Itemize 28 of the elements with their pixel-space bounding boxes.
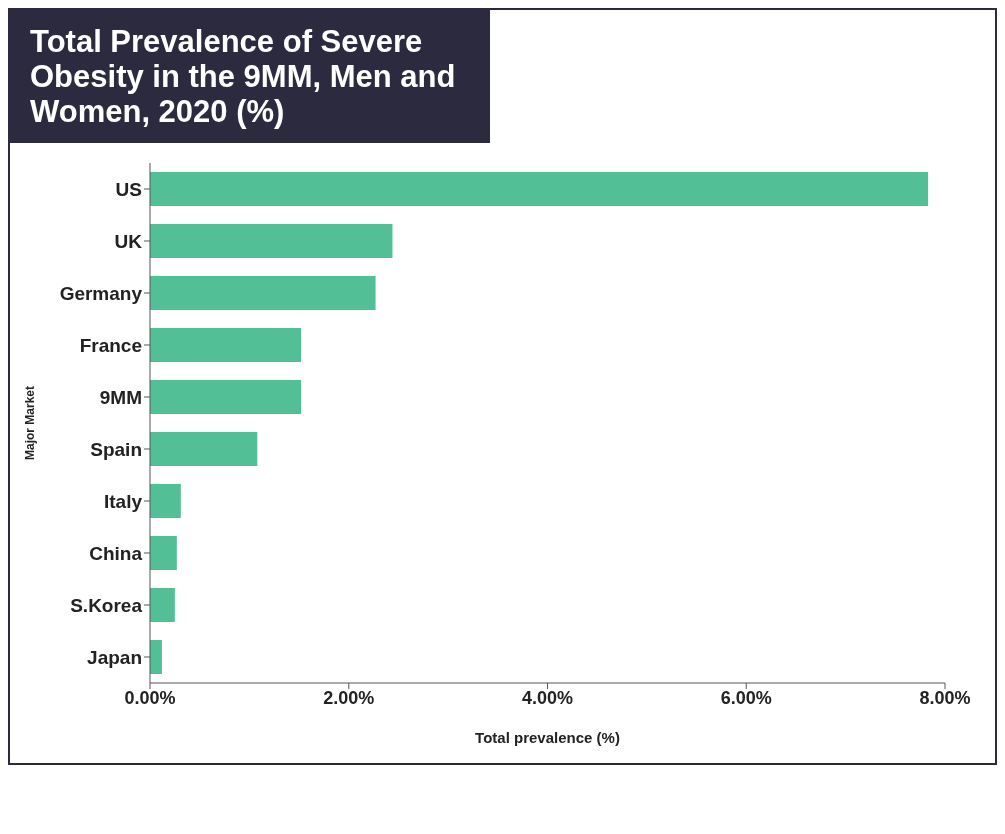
bar xyxy=(150,484,181,518)
bar xyxy=(150,328,302,362)
y-tick-label: UK xyxy=(114,230,143,252)
y-tick-label: Japan xyxy=(87,646,142,668)
y-tick-label: Spain xyxy=(90,438,142,460)
bar xyxy=(150,224,393,258)
bar xyxy=(150,432,258,466)
bar xyxy=(150,380,302,414)
x-tick-label: 6.00% xyxy=(720,687,772,708)
bar xyxy=(150,640,162,674)
y-tick-label: US xyxy=(115,178,142,200)
y-axis-title: Major Market xyxy=(23,385,38,461)
x-tick-label: 0.00% xyxy=(124,687,176,708)
x-tick-label: 4.00% xyxy=(521,687,574,708)
chart-title: Total Prevalence of Severe Obesity in the 9MM, Men and Women, 2020 (%) xyxy=(30,24,457,129)
bar xyxy=(150,172,929,206)
bar xyxy=(150,536,177,570)
y-tick-label: France xyxy=(79,334,142,356)
y-tick-label: Italy xyxy=(103,490,143,512)
x-tick-label: 2.00% xyxy=(323,687,375,708)
y-tick-label: S.Korea xyxy=(70,594,143,616)
y-tick-label: Germany xyxy=(59,282,143,304)
bar xyxy=(150,276,376,310)
y-tick-label: China xyxy=(89,542,143,564)
bar xyxy=(150,588,175,622)
x-axis-title: Total prevalence (%) xyxy=(475,729,620,746)
x-tick-label: 8.00% xyxy=(919,687,971,708)
y-tick-label: 9MM xyxy=(99,386,142,408)
